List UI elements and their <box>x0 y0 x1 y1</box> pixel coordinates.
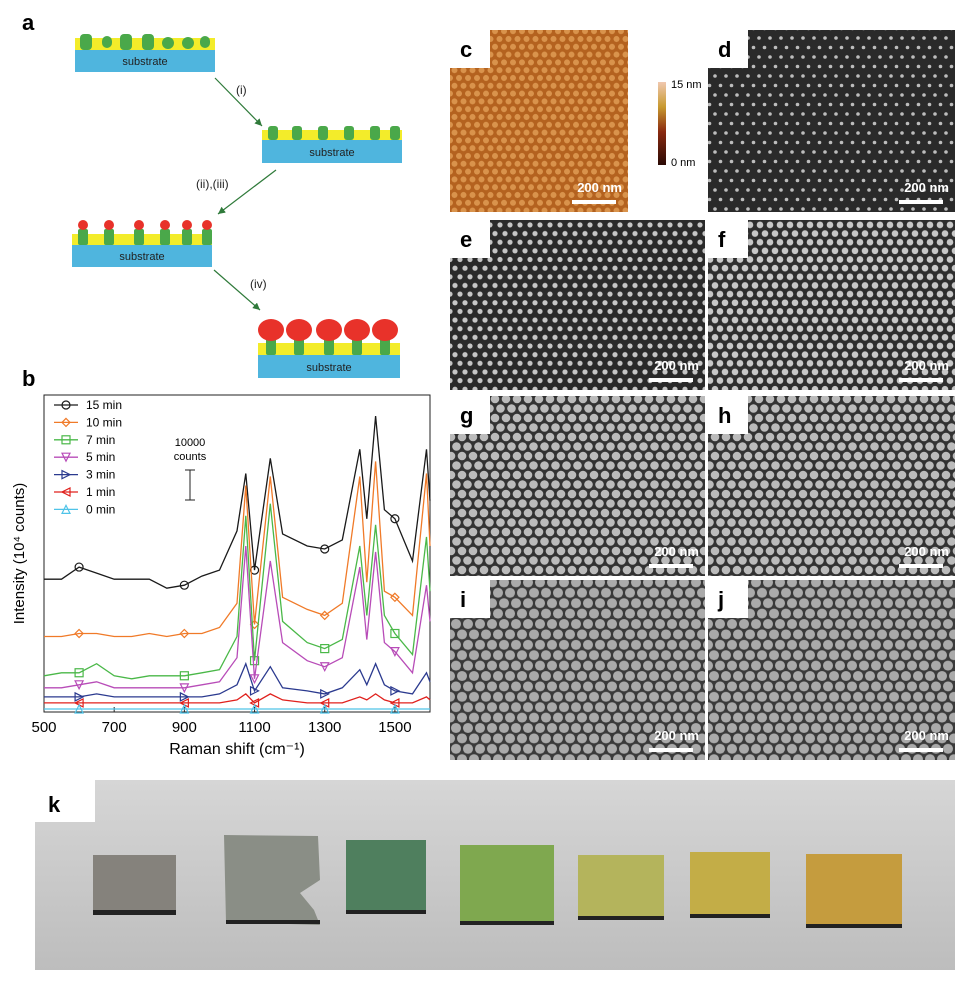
label-box <box>35 780 95 822</box>
label-box <box>708 580 748 618</box>
colorbar <box>658 82 666 165</box>
panel-label: e <box>460 227 472 252</box>
scale-bar-label: 200 nm <box>654 358 699 373</box>
scale-bar <box>649 378 693 382</box>
panel-label: k <box>48 792 61 817</box>
label-box <box>450 580 490 618</box>
panel-label: a <box>22 10 35 35</box>
y-axis-label: Intensity (10⁴ counts) <box>11 483 28 625</box>
panel-label: i <box>460 587 466 612</box>
sample <box>460 845 554 923</box>
scale-bar-label: 200 nm <box>904 728 949 743</box>
label-box <box>708 220 748 258</box>
scale-bar-label: 200 nm <box>654 544 699 559</box>
process-diagram: a substrate (i) substrate (ii),(iii) sub… <box>22 10 402 378</box>
photo: k <box>35 780 955 970</box>
particles <box>258 319 398 341</box>
legend-label: 5 min <box>86 450 115 464</box>
legend-label: 10 min <box>86 415 122 429</box>
raman-chart: b 500 700 900 1100 1300 1500 Raman shift (cm⁻¹… <box>11 366 430 758</box>
panel-label: f <box>718 227 726 252</box>
x-tick-label: 1300 <box>308 719 341 736</box>
scale-bar <box>899 564 943 568</box>
particles <box>78 220 212 230</box>
layer <box>262 130 402 140</box>
scale-bar <box>649 564 693 568</box>
panel-label: b <box>22 366 35 391</box>
arrow-label: (i) <box>236 83 247 97</box>
arrow-label: (iv) <box>250 277 267 291</box>
substrate-label: substrate <box>309 147 354 159</box>
scale-bar <box>899 378 943 382</box>
panel-label: d <box>718 37 731 62</box>
scale-bar-label: 200 nm <box>904 180 949 195</box>
legend-label: 7 min <box>86 433 115 447</box>
sample <box>806 854 902 926</box>
sample <box>224 835 320 925</box>
series-line <box>44 664 430 697</box>
scale-bar <box>572 200 616 204</box>
legend-label: 1 min <box>86 485 115 499</box>
microscopy-panels: 15 nm 0 nm c 200 nm d 200 nm e 200 nm f 200 nm g… <box>450 30 955 760</box>
legend-label: 3 min <box>86 468 115 482</box>
arrow-label: (ii),(iii) <box>196 177 229 191</box>
panel-label: j <box>717 587 724 612</box>
sample <box>93 855 176 915</box>
x-tick-label: 1500 <box>378 719 411 736</box>
substrate-label: substrate <box>119 251 164 263</box>
scale-bar-label: 200 nm <box>577 180 622 195</box>
panel-label: h <box>718 403 731 428</box>
scale-bar <box>185 470 195 500</box>
x-tick-label: 700 <box>102 719 127 736</box>
legend-label: 0 min <box>86 502 115 516</box>
substrate-label: substrate <box>306 362 351 374</box>
x-tick-label: 1100 <box>238 719 270 736</box>
scale-bar-label: 200 nm <box>904 544 949 559</box>
panel-label: g <box>460 403 473 428</box>
annotation: counts <box>174 451 207 463</box>
legend-label: 15 min <box>86 398 122 412</box>
sample <box>690 852 770 916</box>
sample <box>346 840 426 912</box>
x-tick-label: 500 <box>31 719 56 736</box>
scale-bar-label: 200 nm <box>654 728 699 743</box>
x-tick-label: 900 <box>172 719 197 736</box>
scale-bar <box>649 748 693 752</box>
figure: a substrate (i) substrate (ii),(iii) sub… <box>0 0 955 996</box>
panel-label: c <box>460 37 472 62</box>
colorbar-label: 0 nm <box>671 157 695 169</box>
substrate-label: substrate <box>122 56 167 68</box>
scale-bar <box>899 748 943 752</box>
scale-bar-label: 200 nm <box>904 358 949 373</box>
scale-bar <box>899 200 943 204</box>
sample <box>578 855 664 918</box>
annotation: 10000 <box>175 437 206 449</box>
x-axis-label: Raman shift (cm⁻¹) <box>169 741 305 758</box>
colorbar-label: 15 nm <box>671 79 702 91</box>
